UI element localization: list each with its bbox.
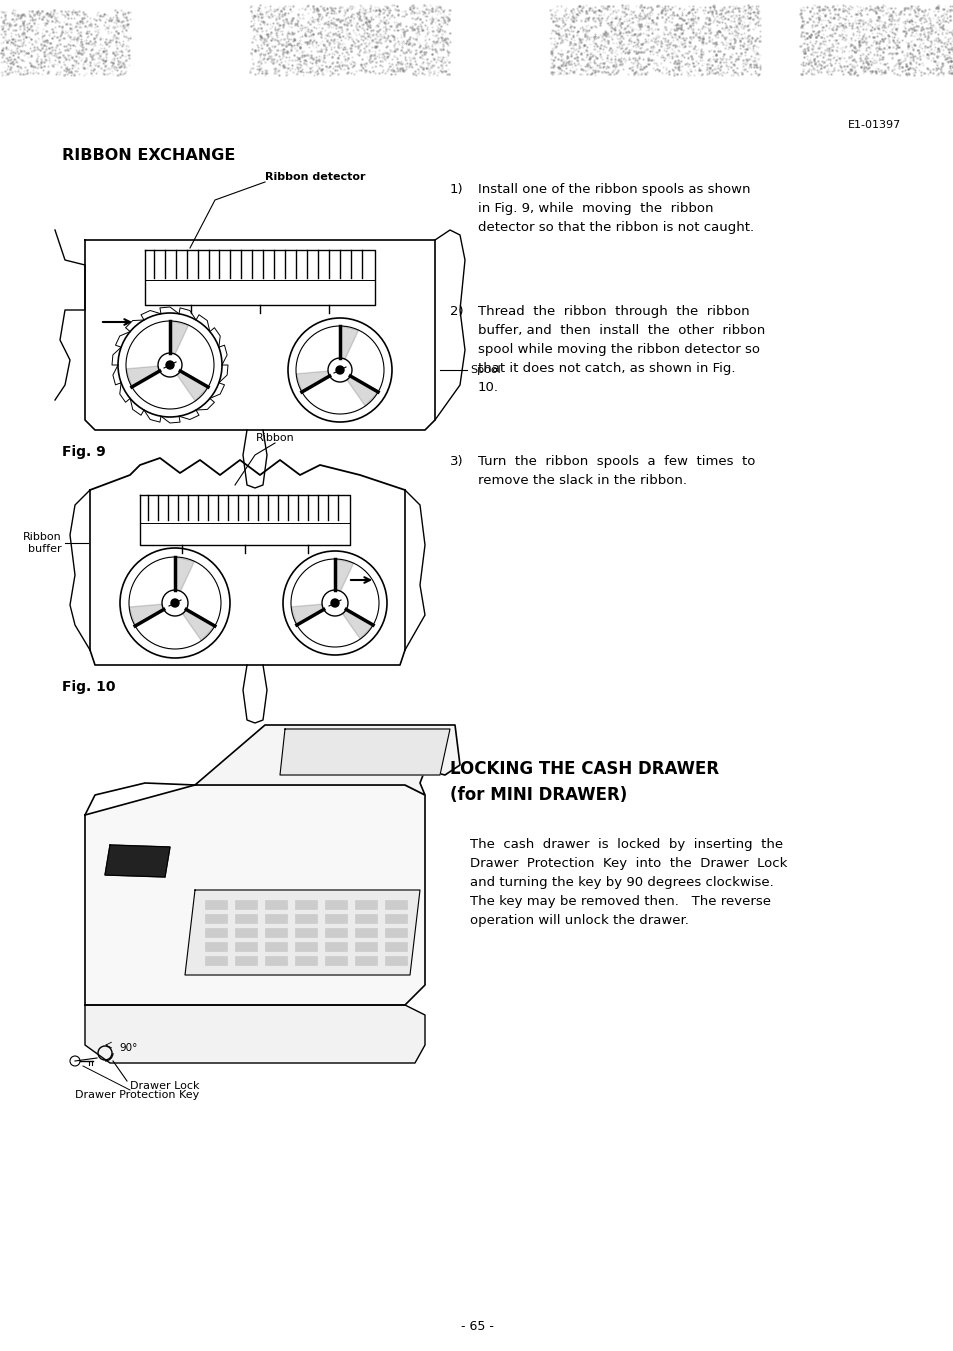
Polygon shape (182, 609, 214, 640)
Text: Fig. 10: Fig. 10 (62, 680, 115, 694)
Polygon shape (185, 890, 419, 975)
Polygon shape (126, 366, 159, 386)
Bar (325, 942, 347, 951)
Bar (205, 942, 227, 951)
Text: Turn  the  ribbon  spools  a  few  times  to
remove the slack in the ribbon.: Turn the ribbon spools a few times to re… (477, 455, 755, 486)
Bar (234, 942, 256, 951)
Bar (205, 900, 227, 909)
Polygon shape (85, 785, 424, 1005)
Text: 3): 3) (450, 455, 463, 467)
Text: Ribbon detector: Ribbon detector (265, 172, 365, 182)
Bar (205, 928, 227, 938)
Bar (355, 915, 376, 923)
Text: Thread  the  ribbon  through  the  ribbon
buffer, and  then  install  the  other: Thread the ribbon through the ribbon buf… (477, 305, 764, 394)
Polygon shape (295, 372, 330, 392)
Text: RIBBON EXCHANGE: RIBBON EXCHANGE (62, 149, 235, 163)
Bar (325, 900, 347, 909)
Polygon shape (342, 609, 373, 639)
Text: (for MINI DRAWER): (for MINI DRAWER) (450, 786, 626, 804)
Polygon shape (339, 326, 358, 359)
Circle shape (335, 366, 344, 374)
Text: The  cash  drawer  is  locked  by  inserting  the
Drawer  Protection  Key  into : The cash drawer is locked by inserting t… (470, 838, 786, 927)
Text: Install one of the ribbon spools as shown
in Fig. 9, while  moving  the  ribbon
: Install one of the ribbon spools as show… (477, 182, 753, 234)
Polygon shape (291, 604, 323, 626)
Text: Drawer Protection Key: Drawer Protection Key (75, 1090, 199, 1100)
Bar (234, 915, 256, 923)
Polygon shape (347, 376, 377, 407)
Bar (385, 957, 407, 965)
Polygon shape (176, 372, 208, 401)
Bar (294, 928, 316, 938)
Bar (205, 957, 227, 965)
Text: - 65 -: - 65 - (460, 1320, 493, 1333)
Bar (205, 915, 227, 923)
Text: Drawer Lock: Drawer Lock (130, 1081, 199, 1092)
Bar (385, 900, 407, 909)
Polygon shape (174, 557, 194, 592)
Bar (355, 928, 376, 938)
Bar (294, 915, 316, 923)
Bar (325, 957, 347, 965)
Bar (265, 915, 287, 923)
Text: Ribbon: Ribbon (255, 434, 294, 443)
Text: 90°: 90° (119, 1043, 137, 1052)
Bar (265, 900, 287, 909)
Polygon shape (335, 559, 354, 592)
Bar (265, 942, 287, 951)
Text: E1-01397: E1-01397 (847, 120, 901, 130)
Bar (385, 915, 407, 923)
Text: Ribbon
buffer: Ribbon buffer (23, 532, 62, 554)
Bar (265, 928, 287, 938)
Text: 1): 1) (450, 182, 463, 196)
Bar (385, 942, 407, 951)
Circle shape (171, 598, 179, 607)
Polygon shape (194, 725, 459, 794)
Bar (355, 957, 376, 965)
Polygon shape (85, 1005, 424, 1063)
Polygon shape (170, 322, 189, 354)
Polygon shape (105, 844, 170, 877)
Bar (294, 942, 316, 951)
Bar (325, 915, 347, 923)
Bar (385, 928, 407, 938)
Text: Spool: Spool (470, 365, 500, 376)
Bar (234, 957, 256, 965)
Bar (325, 928, 347, 938)
Polygon shape (129, 604, 164, 626)
Text: 2): 2) (450, 305, 463, 317)
Bar (355, 900, 376, 909)
Bar (294, 900, 316, 909)
Polygon shape (280, 730, 450, 775)
Bar (294, 957, 316, 965)
Circle shape (331, 598, 338, 607)
Bar (234, 900, 256, 909)
Text: Fig. 9: Fig. 9 (62, 444, 106, 459)
Bar (265, 957, 287, 965)
Bar (355, 942, 376, 951)
Text: LOCKING THE CASH DRAWER: LOCKING THE CASH DRAWER (450, 761, 719, 778)
Circle shape (166, 361, 173, 369)
Bar (234, 928, 256, 938)
